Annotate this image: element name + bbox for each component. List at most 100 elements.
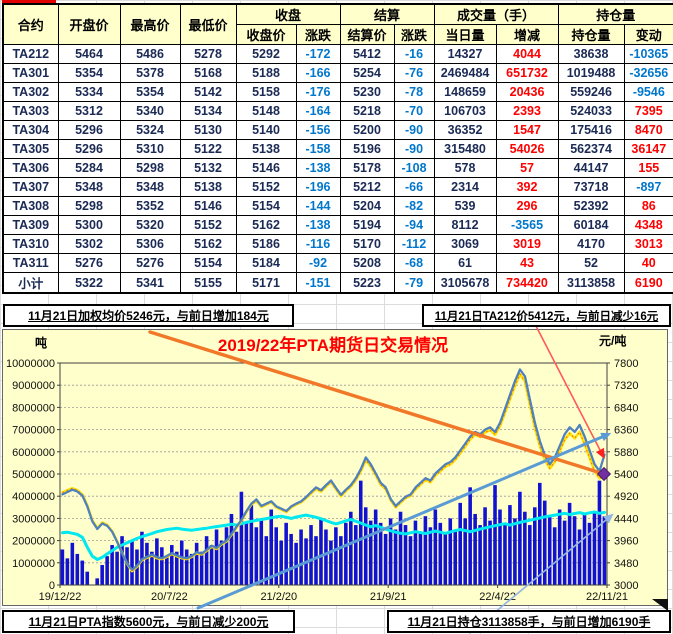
value-cell[interactable]: 5188 [235,63,297,83]
value-cell[interactable]: 20436 [495,82,559,102]
value-cell[interactable]: 38638 [557,44,625,64]
value-cell[interactable]: 651732 [495,63,559,83]
value-cell[interactable]: 5194 [339,215,395,235]
value-cell[interactable]: 7395 [623,101,673,121]
value-cell[interactable]: 52 [557,253,625,273]
value-cell[interactable]: 43 [495,253,559,273]
value-cell[interactable]: 5296 [57,139,121,159]
value-cell[interactable]: 562374 [557,139,625,159]
value-cell[interactable]: 5254 [339,63,395,83]
value-cell[interactable]: 524033 [557,101,625,121]
contract-cell[interactable]: TA304 [2,120,59,140]
value-cell[interactable]: -164 [295,101,341,121]
value-cell[interactable]: 315480 [433,139,497,159]
value-cell[interactable]: 5152 [235,177,297,197]
value-cell[interactable]: 559246 [557,82,625,102]
contract-cell[interactable]: TA311 [2,253,59,273]
value-cell[interactable]: -156 [295,120,341,140]
value-cell[interactable]: 4044 [495,44,559,64]
value-cell[interactable]: 734420 [495,272,559,294]
value-cell[interactable]: -151 [295,272,341,294]
value-cell[interactable]: -92 [295,253,341,273]
value-cell[interactable]: 5196 [339,139,395,159]
value-cell[interactable]: -9546 [623,82,673,102]
value-cell[interactable]: 5122 [179,139,237,159]
value-cell[interactable]: 5300 [57,215,121,235]
value-cell[interactable]: 3013 [623,234,673,254]
value-cell[interactable]: 5170 [339,234,395,254]
value-cell[interactable]: 296 [495,196,559,216]
value-cell[interactable]: 5134 [179,101,237,121]
value-cell[interactable]: 4170 [557,234,625,254]
value-cell[interactable]: 6190 [623,272,673,294]
value-cell[interactable]: 3113858 [557,272,625,294]
value-cell[interactable]: 1547 [495,120,559,140]
value-cell[interactable]: 61 [433,253,497,273]
contract-cell[interactable]: TA310 [2,234,59,254]
value-cell[interactable]: 539 [433,196,497,216]
value-cell[interactable]: -116 [295,234,341,254]
value-cell[interactable]: -82 [393,196,435,216]
value-cell[interactable]: -70 [393,101,435,121]
value-cell[interactable]: 5352 [119,196,181,216]
value-cell[interactable]: 5354 [57,63,121,83]
value-cell[interactable]: 5486 [119,44,181,64]
value-cell[interactable]: 5276 [57,253,121,273]
value-cell[interactable]: -158 [295,139,341,159]
value-cell[interactable]: -76 [393,63,435,83]
value-cell[interactable]: 73718 [557,177,625,197]
contract-cell[interactable]: TA301 [2,63,59,83]
value-cell[interactable]: 5148 [235,101,297,121]
value-cell[interactable]: 5378 [119,63,181,83]
value-cell[interactable]: 2469484 [433,63,497,83]
value-cell[interactable]: 5296 [57,120,121,140]
contract-cell[interactable]: 小计 [2,272,59,294]
value-cell[interactable]: -108 [393,158,435,178]
value-cell[interactable]: 5138 [179,177,237,197]
value-cell[interactable]: 5146 [235,158,297,178]
value-cell[interactable]: 36147 [623,139,673,159]
value-cell[interactable]: 5223 [339,272,395,294]
value-cell[interactable]: 5324 [119,120,181,140]
value-cell[interactable]: 5162 [235,215,297,235]
value-cell[interactable]: -16 [393,44,435,64]
value-cell[interactable]: -68 [393,253,435,273]
contract-cell[interactable]: TA308 [2,196,59,216]
value-cell[interactable]: -32656 [623,63,673,83]
value-cell[interactable]: -138 [295,158,341,178]
value-cell[interactable]: 8470 [623,120,673,140]
value-cell[interactable]: 392 [495,177,559,197]
value-cell[interactable]: 5178 [339,158,395,178]
value-cell[interactable]: 175416 [557,120,625,140]
value-cell[interactable]: 5348 [119,177,181,197]
value-cell[interactable]: 5204 [339,196,395,216]
value-cell[interactable]: -897 [623,177,673,197]
value-cell[interactable]: 5310 [119,139,181,159]
value-cell[interactable]: 5292 [235,44,297,64]
value-cell[interactable]: 5298 [119,158,181,178]
value-cell[interactable]: -176 [295,82,341,102]
value-cell[interactable]: 106703 [433,101,497,121]
value-cell[interactable]: 5171 [235,272,297,294]
value-cell[interactable]: 5168 [179,63,237,83]
value-cell[interactable]: 5464 [57,44,121,64]
contract-cell[interactable]: TA212 [2,44,59,64]
value-cell[interactable]: 5341 [119,272,181,294]
value-cell[interactable]: 2393 [495,101,559,121]
value-cell[interactable]: 86 [623,196,673,216]
value-cell[interactable]: 5154 [179,253,237,273]
value-cell[interactable]: 5140 [235,120,297,140]
value-cell[interactable]: 148659 [433,82,497,102]
value-cell[interactable]: 5138 [235,139,297,159]
value-cell[interactable]: 5152 [179,215,237,235]
value-cell[interactable]: 5218 [339,101,395,121]
value-cell[interactable]: 5184 [235,253,297,273]
value-cell[interactable]: -66 [393,177,435,197]
value-cell[interactable]: -94 [393,215,435,235]
value-cell[interactable]: 5340 [119,101,181,121]
value-cell[interactable]: 5132 [179,158,237,178]
value-cell[interactable]: 5142 [179,82,237,102]
value-cell[interactable]: 52392 [557,196,625,216]
value-cell[interactable]: 5276 [119,253,181,273]
value-cell[interactable]: -79 [393,272,435,294]
